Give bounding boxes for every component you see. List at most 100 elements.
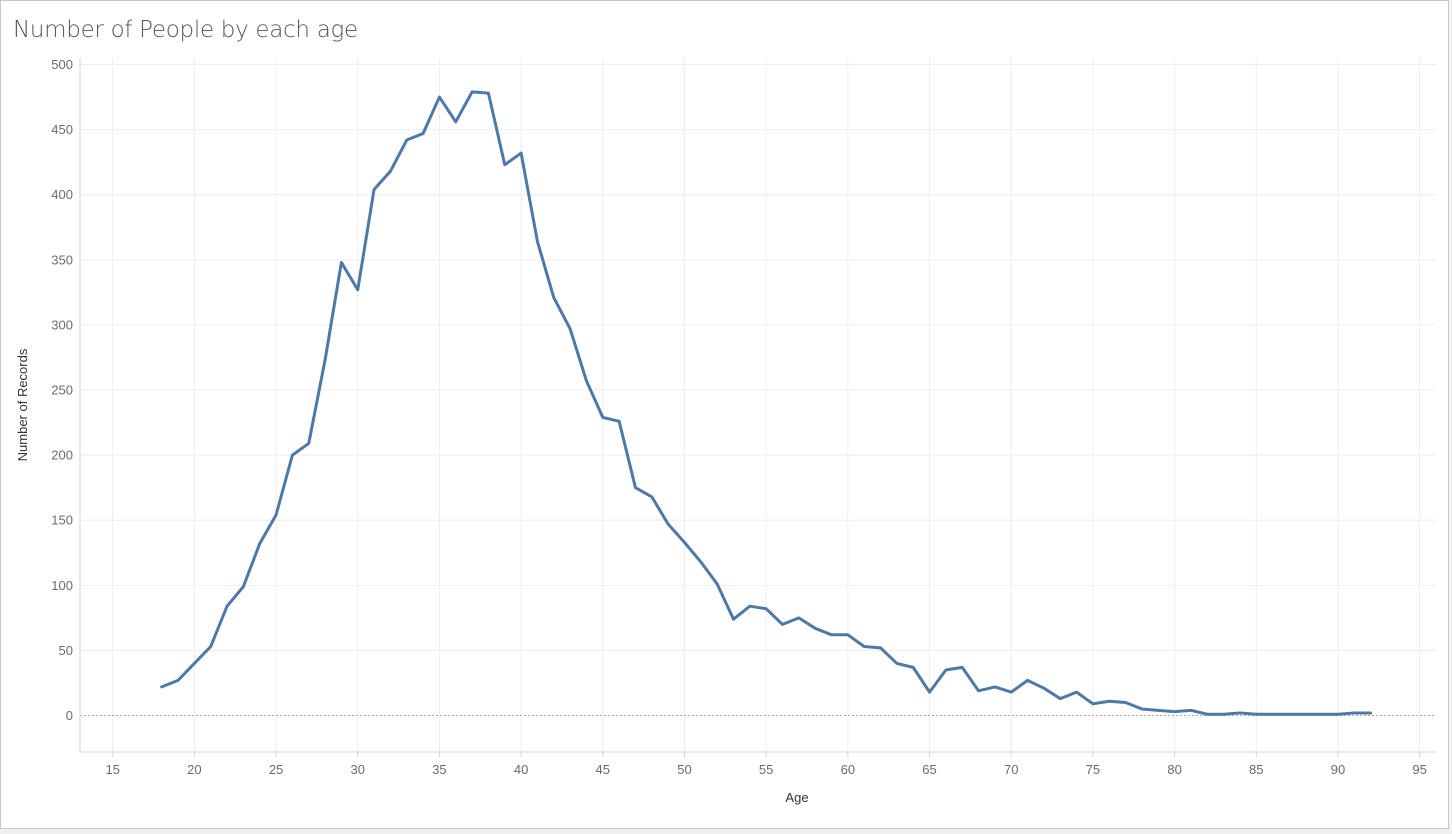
- y-axis-title: Number of Records: [15, 348, 30, 461]
- data-point: [226, 605, 228, 607]
- data-point: [1337, 713, 1339, 715]
- data-point: [945, 669, 947, 671]
- data-point: [193, 662, 195, 664]
- y-tick-label: 400: [51, 187, 73, 202]
- data-point: [781, 623, 783, 625]
- data-point: [683, 541, 685, 543]
- data-point: [928, 691, 930, 693]
- data-point: [455, 121, 457, 123]
- data-point: [1075, 691, 1077, 693]
- data-point: [1239, 712, 1241, 714]
- data-point: [1092, 703, 1094, 705]
- data-point: [863, 645, 865, 647]
- data-point: [732, 618, 734, 620]
- x-tick-label: 15: [105, 762, 119, 777]
- data-point: [749, 605, 751, 607]
- data-point: [1059, 697, 1061, 699]
- data-point: [291, 454, 293, 456]
- x-tick-label: 55: [759, 762, 773, 777]
- data-point: [1353, 712, 1355, 714]
- x-tick-label: 35: [432, 762, 446, 777]
- chart-title: Number of People by each age: [13, 17, 358, 43]
- data-point: [618, 420, 620, 422]
- data-point: [160, 686, 162, 688]
- data-point: [259, 542, 261, 544]
- data-point: [1173, 710, 1175, 712]
- data-point: [961, 666, 963, 668]
- data-point: [1043, 687, 1045, 689]
- data-point: [1369, 712, 1371, 714]
- data-point: [896, 662, 898, 664]
- data-point: [553, 296, 555, 298]
- y-tick-label: 50: [59, 643, 73, 658]
- y-tick-label: 300: [51, 317, 73, 332]
- data-point: [1026, 679, 1028, 681]
- data-point: [716, 583, 718, 585]
- data-point: [830, 634, 832, 636]
- data-point: [1304, 713, 1306, 715]
- data-point: [422, 132, 424, 134]
- data-point: [275, 514, 277, 516]
- y-tick-label: 450: [51, 122, 73, 137]
- data-point: [308, 442, 310, 444]
- data-point: [651, 496, 653, 498]
- data-point: [487, 92, 489, 94]
- data-point: [1271, 713, 1273, 715]
- x-tick-label: 45: [596, 762, 610, 777]
- data-point: [1010, 691, 1012, 693]
- data-point: [357, 289, 359, 291]
- x-tick-label: 25: [269, 762, 283, 777]
- x-tick-label: 95: [1412, 762, 1426, 777]
- data-point: [1141, 708, 1143, 710]
- data-point: [1157, 709, 1159, 711]
- data-point: [438, 96, 440, 98]
- x-tick-label: 90: [1331, 762, 1345, 777]
- data-point: [520, 152, 522, 154]
- data-point: [177, 679, 179, 681]
- data-point: [1206, 713, 1208, 715]
- data-point: [536, 240, 538, 242]
- data-point: [765, 608, 767, 610]
- data-point: [912, 666, 914, 668]
- x-tick-label: 60: [841, 762, 855, 777]
- data-point: [406, 139, 408, 141]
- data-point: [1108, 700, 1110, 702]
- data-point: [569, 328, 571, 330]
- data-point: [847, 634, 849, 636]
- x-tick-label: 75: [1086, 762, 1100, 777]
- data-point: [602, 416, 604, 418]
- x-axis-title: Age: [785, 790, 808, 805]
- data-point: [242, 585, 244, 587]
- y-tick-label: 150: [51, 513, 73, 528]
- x-tick-label: 40: [514, 762, 528, 777]
- data-point: [340, 261, 342, 263]
- data-point: [700, 561, 702, 563]
- x-tick-label: 50: [677, 762, 691, 777]
- x-tick-label: 65: [922, 762, 936, 777]
- y-tick-label: 0: [66, 708, 73, 723]
- data-point: [814, 627, 816, 629]
- data-point: [879, 647, 881, 649]
- data-point: [1124, 701, 1126, 703]
- y-tick-label: 350: [51, 252, 73, 267]
- data-point: [798, 617, 800, 619]
- data-point: [471, 91, 473, 93]
- data-point: [667, 523, 669, 525]
- bottom-strip: [0, 829, 1452, 834]
- x-tick-label: 80: [1167, 762, 1181, 777]
- data-point: [1255, 713, 1257, 715]
- x-tick-label: 70: [1004, 762, 1018, 777]
- y-tick-label: 250: [51, 383, 73, 398]
- y-tick-label: 100: [51, 578, 73, 593]
- x-tick-label: 85: [1249, 762, 1263, 777]
- data-point: [1222, 713, 1224, 715]
- data-point: [324, 359, 326, 361]
- series-line: [160, 90, 1373, 716]
- data-point: [373, 188, 375, 190]
- x-tick-label: 20: [187, 762, 201, 777]
- data-point: [994, 686, 996, 688]
- data-point: [209, 645, 211, 647]
- data-point: [1190, 709, 1192, 711]
